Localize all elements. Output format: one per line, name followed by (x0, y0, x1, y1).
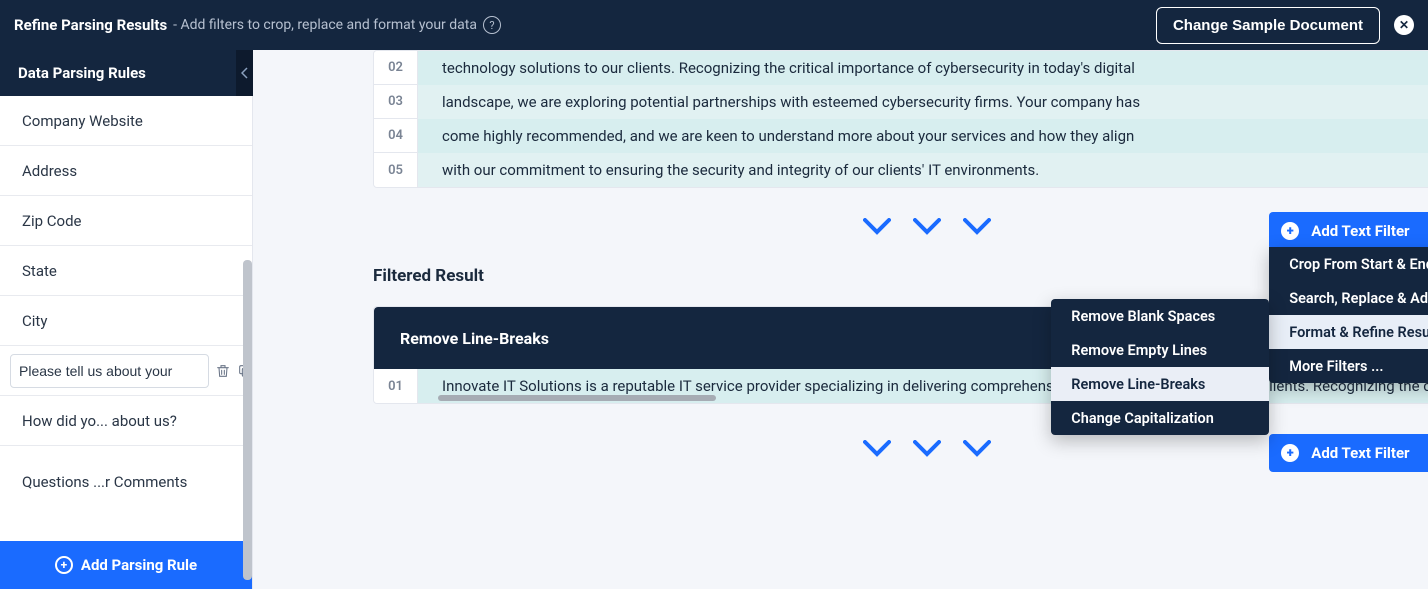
header-title: Refine Parsing Results (14, 16, 167, 34)
chevron-down-icon (913, 218, 941, 240)
page-header: Refine Parsing Results - Add filters to … (0, 0, 1428, 50)
add-text-filter-button[interactable]: + Add Text Filter (1269, 212, 1428, 250)
table-row: 04 come highly recommended, and we are k… (374, 119, 1428, 153)
change-sample-document-button[interactable]: Change Sample Document (1156, 7, 1380, 44)
row-number: 05 (374, 153, 418, 187)
sidebar-item-label: State (22, 262, 57, 280)
table-row: 03 landscape, we are exploring potential… (374, 85, 1428, 119)
row-number: 04 (374, 119, 418, 153)
sidebar-item-how-hear[interactable]: How did yo... about us? (0, 396, 252, 446)
row-number: 03 (374, 85, 418, 119)
sidebar-item-label: How did yo... about us? (22, 412, 177, 430)
menu-item-more-filters[interactable]: More Filters ... (1269, 349, 1428, 383)
menu-item-crop[interactable]: Crop From Start & End (1269, 247, 1428, 281)
row-number: 01 (374, 369, 418, 403)
format-refine-submenu: Remove Blank Spaces Remove Empty Lines R… (1051, 299, 1269, 435)
sidebar-header: Data Parsing Rules (0, 50, 252, 96)
row-number: 02 (374, 51, 418, 85)
sidebar-item-state[interactable]: State (0, 246, 252, 296)
sidebar-title: Data Parsing Rules (18, 64, 146, 82)
submenu-item-remove-empty-lines[interactable]: Remove Empty Lines (1051, 333, 1269, 367)
help-icon[interactable]: ? (483, 16, 501, 34)
chevron-down-icon (963, 440, 991, 462)
header-subtitle: - Add filters to crop, replace and forma… (173, 17, 477, 33)
chevron-down-icon (963, 218, 991, 240)
delete-rule-button[interactable] (215, 359, 231, 383)
add-parsing-rule-button[interactable]: + Add Parsing Rule (0, 541, 252, 589)
submenu-item-remove-blank-spaces[interactable]: Remove Blank Spaces (1051, 299, 1269, 333)
body-container: Data Parsing Rules Company Website Addre… (0, 50, 1428, 589)
sidebar-item-address[interactable]: Address (0, 146, 252, 196)
sidebar: Data Parsing Rules Company Website Addre… (0, 50, 253, 589)
table-row: 05 with our commitment to ensuring the s… (374, 153, 1428, 187)
sidebar-item-city[interactable]: City (0, 296, 252, 346)
sidebar-scrollbar[interactable] (243, 260, 252, 580)
sidebar-item-comments[interactable]: Questions ...r Comments (0, 446, 252, 518)
row-text: technology solutions to our clients. Rec… (418, 51, 1428, 85)
row-text: with our commitment to ensuring the secu… (418, 153, 1428, 187)
add-rule-label: Add Parsing Rule (81, 556, 197, 574)
flow-arrows-2: + Add Text Filter (373, 440, 1428, 462)
menu-item-search-replace[interactable]: Search, Replace & Add (1269, 281, 1428, 315)
plus-icon: + (1281, 222, 1299, 240)
table-row: 02 technology solutions to our clients. … (374, 51, 1428, 85)
sidebar-item-label: Company Website (22, 112, 143, 130)
row-text: come highly recommended, and we are keen… (418, 119, 1428, 153)
close-icon[interactable]: ✕ (1394, 15, 1414, 35)
main-content: 02 technology solutions to our clients. … (253, 50, 1428, 589)
chevron-down-icon (863, 218, 891, 240)
submenu-item-change-capitalization[interactable]: Change Capitalization (1051, 401, 1269, 435)
chevron-down-icon (913, 440, 941, 462)
sidebar-item-company-website[interactable]: Company Website (0, 96, 252, 146)
row-text: landscape, we are exploring potential pa… (418, 85, 1428, 119)
filter-name: Remove Line-Breaks (400, 329, 549, 348)
rule-name-input[interactable] (10, 354, 209, 388)
add-text-filter-top-wrap: + Add Text Filter Crop From Start & End … (1269, 212, 1428, 250)
add-filter-label: Add Text Filter (1311, 222, 1409, 240)
raw-result-table: 02 technology solutions to our clients. … (373, 50, 1428, 188)
add-text-filter-bottom-wrap: + Add Text Filter (1269, 434, 1428, 472)
sidebar-item-label: Questions ...r Comments (22, 473, 187, 491)
sidebar-item-label: Address (22, 162, 77, 180)
plus-icon: + (55, 556, 73, 574)
sidebar-item-label: City (22, 312, 47, 330)
flow-arrows: + Add Text Filter Crop From Start & End … (373, 218, 1428, 240)
add-filter-label: Add Text Filter (1311, 444, 1409, 462)
chevron-left-icon (241, 67, 248, 79)
sidebar-list: Company Website Address Zip Code State C… (0, 96, 252, 541)
sidebar-item-label: Zip Code (22, 212, 82, 230)
chevron-down-icon (863, 440, 891, 462)
add-text-filter-button[interactable]: + Add Text Filter (1269, 434, 1428, 472)
trash-icon (215, 363, 231, 379)
sidebar-item-editing (0, 346, 252, 396)
plus-icon: + (1281, 444, 1299, 462)
sidebar-item-zip-code[interactable]: Zip Code (0, 196, 252, 246)
collapse-sidebar-button[interactable] (236, 50, 253, 96)
menu-item-format-refine[interactable]: Format & Refine Results (1269, 315, 1428, 349)
submenu-item-remove-line-breaks[interactable]: Remove Line-Breaks (1051, 367, 1269, 401)
horizontal-scrollbar[interactable] (438, 395, 716, 401)
add-filter-dropdown: Crop From Start & End Search, Replace & … (1269, 247, 1428, 383)
